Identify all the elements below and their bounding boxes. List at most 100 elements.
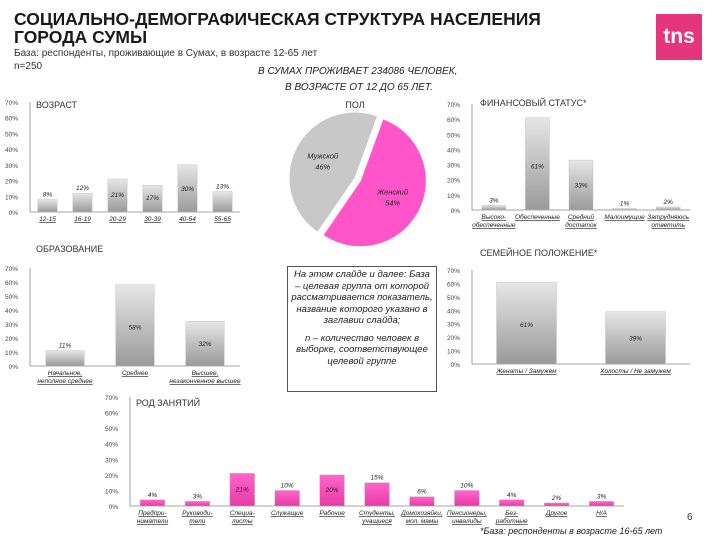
y-tick-label: 0% bbox=[9, 210, 19, 217]
y-tick-label: 50% bbox=[447, 295, 460, 302]
population-line-2: В ВОЗРАСТЕ ОТ 12 ДО 65 ЛЕТ. bbox=[285, 82, 433, 93]
category-label: 40-54 bbox=[179, 216, 196, 223]
category-label: Высоко- bbox=[481, 214, 507, 221]
category-label: Без- bbox=[505, 510, 519, 517]
data-label: 3% bbox=[193, 493, 203, 500]
category-label: 30-39 bbox=[144, 216, 161, 223]
y-tick-label: 70% bbox=[447, 268, 460, 275]
bar-finance bbox=[525, 117, 550, 211]
category-label: Средний bbox=[568, 213, 595, 221]
y-tick-label: 20% bbox=[447, 335, 460, 342]
data-label: 61% bbox=[531, 163, 544, 170]
y-tick-label: 10% bbox=[5, 350, 18, 357]
data-label: 2% bbox=[662, 199, 673, 206]
data-label: 4% bbox=[507, 492, 517, 499]
bar-occupation bbox=[319, 474, 345, 507]
category-label: Начальное, bbox=[48, 370, 83, 377]
note-paragraph-base: На этом слайде и далее: База – целевая г… bbox=[291, 269, 433, 326]
bar-occupation bbox=[499, 499, 525, 507]
data-label: 30% bbox=[181, 186, 194, 193]
bar-age bbox=[72, 192, 93, 213]
bar-occupation bbox=[364, 482, 390, 507]
data-label: 10% bbox=[460, 482, 473, 489]
data-label: 13% bbox=[216, 184, 229, 191]
category-label: Специа- bbox=[230, 510, 256, 517]
y-tick-label: 10% bbox=[5, 194, 18, 201]
y-tick-label: 30% bbox=[105, 457, 118, 464]
bar-age bbox=[107, 178, 128, 213]
y-tick-label: 20% bbox=[5, 179, 18, 186]
bar-finance bbox=[612, 208, 637, 211]
bar-occupation bbox=[139, 499, 166, 507]
chart-title-finance: ФИНАНСОВЫЙ СТАТУС* bbox=[480, 97, 587, 108]
y-tick-label: 60% bbox=[447, 117, 460, 124]
y-tick-label: 20% bbox=[447, 178, 460, 185]
y-tick-label: 70% bbox=[5, 266, 18, 273]
category-label: 12-15 bbox=[39, 216, 56, 223]
y-tick-label: 30% bbox=[447, 163, 460, 170]
data-label: 8% bbox=[43, 191, 53, 198]
footnote: *База: респонденты в возрасте 16-65 лет bbox=[480, 526, 663, 536]
data-label: 12% bbox=[76, 185, 89, 192]
category-label: Женаты / Замужем bbox=[495, 368, 557, 375]
data-label: 10% bbox=[281, 482, 294, 489]
category-label: ответить bbox=[651, 222, 685, 229]
y-tick-label: 10% bbox=[447, 349, 460, 356]
category-label: Домохозяйки, bbox=[400, 509, 443, 517]
y-tick-label: 30% bbox=[5, 163, 18, 170]
category-label: Другое bbox=[545, 510, 568, 517]
chart-title-gender: ПОЛ bbox=[345, 100, 364, 110]
category-label: мол. мамы bbox=[406, 518, 439, 525]
y-tick-label: 0% bbox=[109, 504, 119, 511]
bar-family bbox=[496, 281, 557, 365]
category-label: работные bbox=[495, 517, 528, 525]
sample-size: n=250 bbox=[14, 61, 43, 72]
data-label: 61% bbox=[520, 322, 533, 329]
chart-title-age: ВОЗРАСТ bbox=[36, 100, 78, 110]
y-tick-label: 50% bbox=[5, 131, 18, 138]
category-label: Малоимущие bbox=[604, 214, 645, 221]
y-tick-label: 40% bbox=[447, 308, 460, 315]
category-label: Руководи- bbox=[182, 509, 213, 517]
data-label: 2% bbox=[551, 495, 562, 502]
y-tick-label: 40% bbox=[5, 308, 18, 315]
category-label: Обеспеченные bbox=[515, 213, 560, 221]
category-label: тели bbox=[189, 518, 205, 525]
bar-occupation bbox=[588, 501, 615, 507]
data-label: 20% bbox=[325, 487, 339, 494]
category-label: Затрудняюсь bbox=[647, 213, 689, 221]
y-tick-label: 70% bbox=[105, 395, 118, 402]
y-tick-label: 60% bbox=[5, 116, 18, 123]
data-label: 32% bbox=[198, 341, 211, 348]
bar-age bbox=[177, 164, 198, 213]
category-label: неполное среднее bbox=[37, 377, 93, 385]
data-label: 33% bbox=[574, 183, 587, 190]
category-label: учащиеся bbox=[361, 518, 392, 525]
pie-category-label: Мужской bbox=[307, 151, 339, 160]
bar-occupation bbox=[544, 502, 570, 507]
note-box: На этом слайде и далее: База – целевая г… bbox=[287, 266, 437, 392]
y-tick-label: 10% bbox=[105, 488, 118, 495]
y-tick-label: 40% bbox=[5, 147, 18, 154]
category-label: Среднее bbox=[122, 369, 149, 377]
pie-slice bbox=[322, 118, 427, 248]
y-tick-label: 30% bbox=[447, 322, 460, 329]
y-tick-label: 10% bbox=[447, 193, 460, 200]
page-number: 6 bbox=[687, 512, 693, 523]
y-tick-label: 40% bbox=[105, 442, 118, 449]
data-label: 21% bbox=[110, 192, 124, 199]
y-tick-label: 20% bbox=[5, 336, 18, 343]
category-label: Высшее, bbox=[192, 370, 219, 377]
population-line-1: В СУМАХ ПРОЖИВАЕТ 234086 ЧЕЛОВЕК, bbox=[258, 66, 458, 77]
bar-occupation bbox=[409, 496, 435, 507]
category-label: ниматели bbox=[137, 518, 169, 525]
bar-education bbox=[115, 284, 155, 367]
y-tick-label: 40% bbox=[447, 147, 460, 154]
bar-occupation bbox=[184, 501, 210, 507]
category-label: инвалиды bbox=[452, 517, 482, 525]
chart-title-family: СЕМЕЙНОЕ ПОЛОЖЕНИЕ* bbox=[480, 247, 598, 258]
category-label: Н/А bbox=[596, 510, 607, 517]
bar-education bbox=[45, 350, 85, 367]
category-label: незаконченное высшее bbox=[169, 378, 241, 385]
